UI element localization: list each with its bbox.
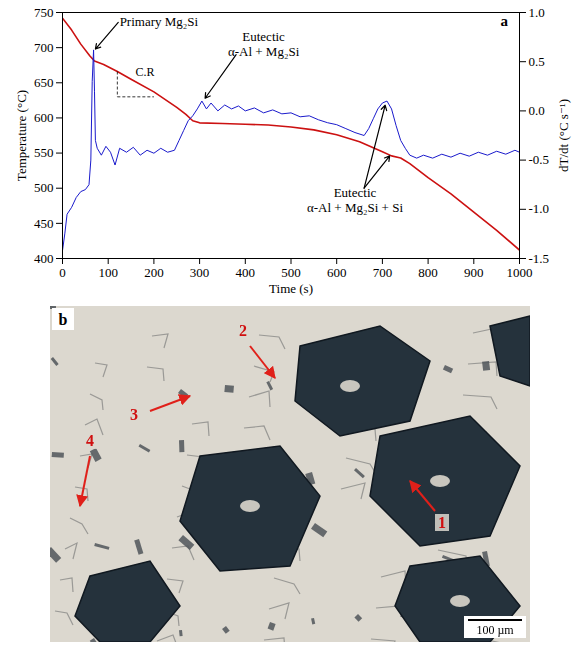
- svg-text:1000: 1000: [507, 265, 533, 280]
- svg-text:700: 700: [373, 265, 393, 280]
- svg-text:700: 700: [34, 40, 54, 55]
- svg-text:Eutecticα-Al + Mg₂Si: Eutecticα-Al + Mg₂Si: [228, 29, 300, 59]
- svg-text:3: 3: [130, 406, 138, 423]
- svg-text:400: 400: [34, 251, 54, 266]
- svg-text:100: 100: [98, 265, 118, 280]
- svg-text:b: b: [58, 311, 67, 328]
- svg-text:550: 550: [34, 145, 54, 160]
- svg-text:300: 300: [190, 265, 210, 280]
- svg-text:a: a: [501, 13, 509, 29]
- svg-text:-0.5: -0.5: [529, 152, 550, 167]
- svg-text:600: 600: [34, 110, 54, 125]
- svg-text:Temperature (°C): Temperature (°C): [14, 90, 29, 181]
- svg-text:Primary Mg₂Si: Primary Mg₂Si: [120, 14, 199, 29]
- svg-text:800: 800: [418, 265, 438, 280]
- svg-text:dT/dt (°C s⁻¹): dT/dt (°C s⁻¹): [556, 99, 571, 172]
- svg-text:-1.5: -1.5: [529, 251, 550, 266]
- svg-text:-1.0: -1.0: [529, 201, 550, 216]
- svg-text:0: 0: [59, 265, 66, 280]
- svg-text:500: 500: [34, 180, 54, 195]
- svg-text:100 µm: 100 µm: [476, 623, 514, 637]
- svg-text:Eutecticα-Al + Mg₂Si + Si: Eutecticα-Al + Mg₂Si + Si: [307, 185, 403, 215]
- svg-text:0.0: 0.0: [529, 103, 545, 118]
- svg-text:C.R: C.R: [136, 65, 155, 79]
- svg-text:900: 900: [464, 265, 484, 280]
- svg-text:650: 650: [34, 75, 54, 90]
- svg-text:400: 400: [236, 265, 256, 280]
- svg-text:2: 2: [239, 322, 247, 339]
- svg-text:1: 1: [438, 514, 446, 531]
- svg-text:4: 4: [86, 432, 94, 449]
- svg-text:450: 450: [34, 216, 54, 231]
- svg-text:500: 500: [281, 265, 301, 280]
- svg-text:Time (s): Time (s): [269, 281, 313, 296]
- svg-text:1.0: 1.0: [529, 5, 545, 20]
- svg-text:600: 600: [327, 265, 347, 280]
- svg-text:0.5: 0.5: [529, 54, 545, 69]
- svg-text:750: 750: [34, 5, 54, 20]
- svg-text:200: 200: [144, 265, 164, 280]
